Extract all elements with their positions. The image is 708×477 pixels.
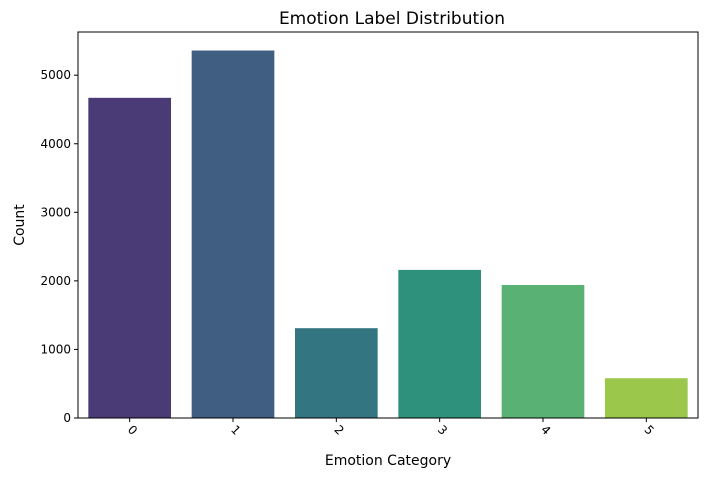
bar-4 (501, 284, 585, 418)
y-tick-label-3000: 3000 (40, 205, 71, 219)
x-tick-label-1: 1 (228, 423, 243, 438)
x-tick-label-0: 0 (125, 423, 140, 438)
x-tick-label-2: 2 (332, 423, 347, 438)
bar-3 (398, 269, 481, 418)
bar-1 (191, 50, 275, 419)
y-tick-label-4000: 4000 (40, 137, 71, 151)
x-axis-title: Emotion Category (325, 453, 451, 469)
y-tick-label-5000: 5000 (40, 68, 71, 82)
x-tick-label-4: 4 (538, 423, 553, 438)
x-axis: 0 1 2 3 4 5 (125, 418, 657, 438)
y-tick-label-2000: 2000 (40, 274, 71, 288)
y-tick-label-0: 0 (63, 411, 71, 425)
x-tick-label-3: 3 (435, 423, 450, 438)
bar-2 (295, 328, 378, 418)
plot-area (77, 31, 699, 419)
bar-5 (605, 378, 688, 418)
bar-0 (88, 97, 171, 419)
x-tick-label-5: 5 (642, 423, 657, 438)
chart-title: Emotion Label Distribution (279, 9, 505, 29)
y-axis-title: Count (12, 204, 28, 246)
bars-group (88, 50, 688, 419)
y-tick-label-1000: 1000 (40, 342, 71, 356)
y-axis: 0 1000 2000 3000 4000 5000 (40, 68, 78, 425)
plot-frame (77, 31, 699, 419)
